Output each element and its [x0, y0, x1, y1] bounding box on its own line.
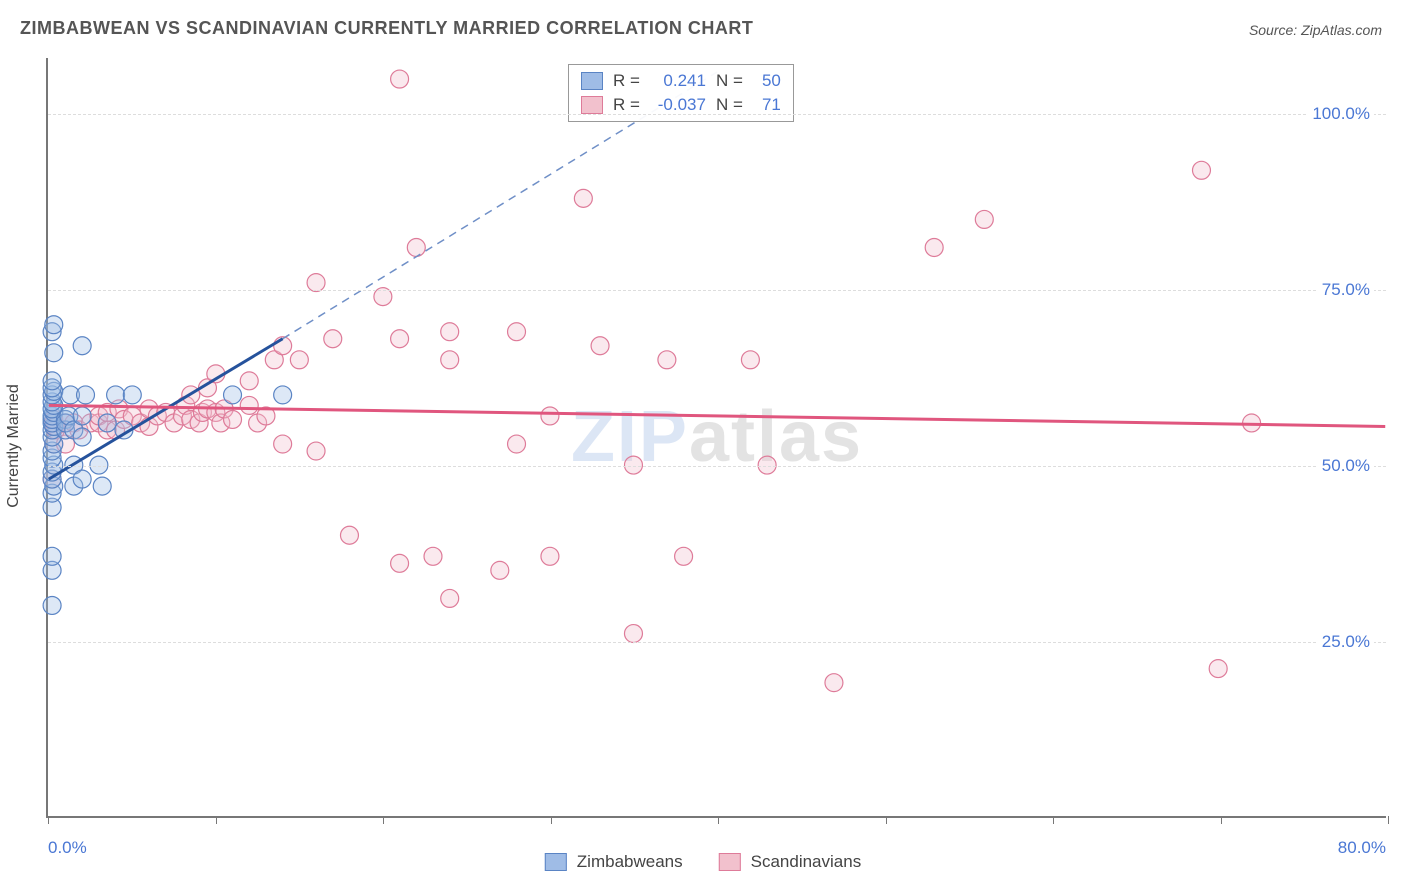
legend-swatch — [581, 96, 603, 114]
legend-r-value: -0.037 — [650, 95, 706, 115]
data-point — [424, 547, 442, 565]
y-tick-label: 25.0% — [1318, 632, 1374, 652]
data-point — [391, 330, 409, 348]
x-axis-label: 0.0% — [48, 838, 87, 858]
data-point — [574, 189, 592, 207]
data-point — [43, 596, 61, 614]
data-point — [407, 239, 425, 257]
x-tick — [551, 816, 552, 824]
data-point — [123, 386, 141, 404]
data-point — [675, 547, 693, 565]
data-point — [45, 344, 63, 362]
data-point — [391, 70, 409, 88]
legend-swatch — [719, 853, 741, 871]
data-point — [340, 526, 358, 544]
data-point — [658, 351, 676, 369]
data-point — [825, 674, 843, 692]
data-point — [307, 274, 325, 292]
data-point — [541, 407, 559, 425]
data-point — [45, 316, 63, 334]
x-tick — [1053, 816, 1054, 824]
data-point — [290, 351, 308, 369]
data-point — [508, 323, 526, 341]
x-tick — [383, 816, 384, 824]
data-point — [741, 351, 759, 369]
legend-swatch — [545, 853, 567, 871]
x-axis-label: 80.0% — [1338, 838, 1386, 858]
data-point — [240, 396, 258, 414]
data-point — [43, 547, 61, 565]
legend-r-label: R = — [613, 95, 640, 115]
data-point — [98, 414, 116, 432]
legend-r-value: 0.241 — [650, 71, 706, 91]
y-tick-label: 50.0% — [1318, 456, 1374, 476]
legend-n-label: N = — [716, 95, 743, 115]
data-point — [90, 456, 108, 474]
data-point — [224, 410, 242, 428]
legend-r-label: R = — [613, 71, 640, 91]
data-point — [93, 477, 111, 495]
gridline — [48, 290, 1386, 291]
x-tick — [1221, 816, 1222, 824]
data-point — [43, 372, 61, 390]
data-point — [591, 337, 609, 355]
data-point — [1209, 660, 1227, 678]
data-point — [624, 625, 642, 643]
data-point — [224, 386, 242, 404]
y-axis-label: Currently Married — [5, 384, 23, 508]
data-point — [73, 407, 91, 425]
data-point — [1192, 161, 1210, 179]
data-point — [975, 210, 993, 228]
data-point — [73, 337, 91, 355]
plot-svg — [48, 58, 1386, 816]
data-point — [324, 330, 342, 348]
data-point — [240, 372, 258, 390]
data-point — [73, 428, 91, 446]
x-tick — [216, 816, 217, 824]
plot-area: ZIPatlas R =0.241N =50R =-0.037N =71 25.… — [46, 58, 1386, 818]
x-tick — [886, 816, 887, 824]
data-point — [624, 456, 642, 474]
x-tick — [48, 816, 49, 824]
chart-root: ZIMBABWEAN VS SCANDINAVIAN CURRENTLY MAR… — [0, 0, 1406, 892]
series-legend: Zimbabweans Scandinavians — [545, 852, 861, 872]
gridline — [48, 114, 1386, 115]
data-point — [307, 442, 325, 460]
legend-label: Scandinavians — [751, 852, 862, 872]
legend-n-value: 71 — [753, 95, 781, 115]
data-point — [441, 351, 459, 369]
x-tick — [1388, 816, 1389, 824]
gridline — [48, 642, 1386, 643]
chart-title: ZIMBABWEAN VS SCANDINAVIAN CURRENTLY MAR… — [20, 18, 753, 39]
data-point — [758, 456, 776, 474]
data-point — [274, 435, 292, 453]
x-tick — [718, 816, 719, 824]
data-point — [925, 239, 943, 257]
legend-item: Zimbabweans — [545, 852, 683, 872]
data-point — [441, 589, 459, 607]
y-tick-label: 100.0% — [1308, 104, 1374, 124]
data-point — [274, 386, 292, 404]
legend-row: R = 0.241 N = 50 — [569, 69, 793, 93]
y-tick-label: 75.0% — [1318, 280, 1374, 300]
data-point — [541, 547, 559, 565]
data-point — [491, 561, 509, 579]
legend-n-value: 50 — [753, 71, 781, 91]
data-point — [508, 435, 526, 453]
series-zimbabweans — [43, 316, 291, 615]
data-point — [77, 386, 95, 404]
source-attribution: Source: ZipAtlas.com — [1249, 22, 1382, 38]
data-point — [73, 470, 91, 488]
legend-label: Zimbabweans — [577, 852, 683, 872]
data-point — [391, 554, 409, 572]
legend-n-label: N = — [716, 71, 743, 91]
data-point — [441, 323, 459, 341]
legend-item: Scandinavians — [719, 852, 862, 872]
series-scandinavians — [43, 70, 1260, 692]
gridline — [48, 466, 1386, 467]
legend-swatch — [581, 72, 603, 90]
data-point — [107, 386, 125, 404]
